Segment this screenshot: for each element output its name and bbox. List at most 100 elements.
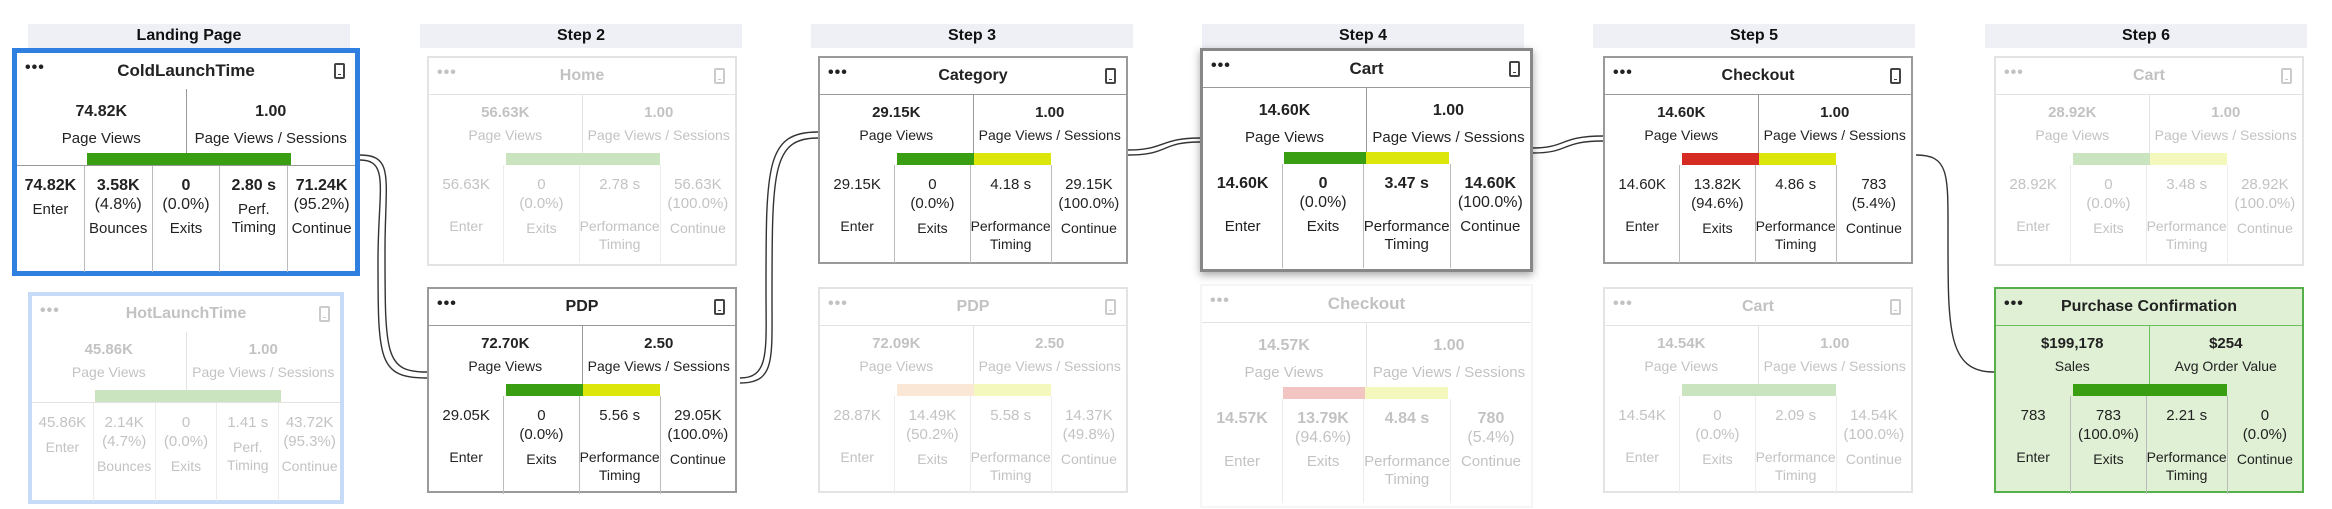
mobile-device-icon — [1105, 299, 1116, 315]
stage-header-step-6: Step 6 — [1985, 24, 2307, 48]
page-views-value: 14.60K — [1657, 104, 1706, 121]
views-per-session-label: Page Views / Sessions — [1372, 129, 1525, 146]
views-per-session-label: Page Views / Sessions — [1763, 127, 1906, 143]
mobile-device-icon — [334, 63, 345, 79]
stage-header-step-4: Step 4 — [1202, 24, 1524, 48]
avg-order-value: $254 — [2209, 335, 2243, 352]
funnel-card-checkout[interactable]: ••• Checkout 14.60K Page Views 1.00 Page V… — [1603, 56, 1913, 264]
page-views-value: 29.15K — [872, 104, 921, 121]
page-views-label: Page Views — [1644, 127, 1719, 143]
card-menu-button[interactable]: ••• — [2004, 64, 2024, 81]
metric-exits: 0 (0.0%) Exits — [151, 166, 220, 272]
metric-exits: 783 (100.0%) Exits — [2070, 396, 2145, 494]
views-per-session-label: Page Views / Sessions — [194, 130, 347, 147]
metrics-color-bar — [429, 153, 735, 165]
metric-perf-timing: 2.80 s Perf. Timing — [219, 166, 287, 272]
sales-value: $199,178 — [2040, 335, 2104, 352]
metric-exits: 0 (0.0%) Exits — [1282, 164, 1362, 268]
metric-performance-timing: 3.47 s Performance Timing — [1362, 164, 1450, 268]
metric-continue: 71.24K (95.2%) Continue — [287, 166, 355, 272]
mobile-device-icon — [714, 299, 725, 315]
metric-continue: 783 (5.4%) Continue — [1835, 165, 1911, 263]
page-views-label: Page Views — [859, 127, 934, 143]
card-title: HotLaunchTime — [125, 305, 247, 322]
metrics-row: 74.82K Enter 3.58K (4.8%) Bounces 0 (0.0%) Ex… — [17, 165, 355, 272]
card-title: Cart — [1741, 298, 1774, 315]
card-title: Home — [559, 67, 605, 84]
metrics-row: 29.05K Enter 0 (0.0%) Exits 5.56 s Performan… — [429, 396, 735, 494]
card-title: Cart — [1349, 59, 1384, 78]
card-title: ColdLaunchTime — [117, 61, 255, 80]
funnel-card-category[interactable]: ••• Category 29.15K Page Views 1.00 Page V… — [818, 56, 1128, 264]
metrics-color-bar — [17, 153, 355, 165]
funnel-card-cart-step6[interactable]: ••• Cart 28.92K Page Views 1.00 Page Views… — [1994, 56, 2304, 266]
metric-performance-timing: 4.18 s Performance Timing — [969, 165, 1051, 263]
metric-enter: 74.82K Enter — [24, 177, 77, 218]
page-views-label: Page Views — [71, 364, 146, 380]
stage-header-step-3: Step 3 — [811, 24, 1133, 48]
card-menu-button[interactable]: ••• — [437, 295, 457, 312]
page-views-label: Page Views — [1245, 129, 1324, 146]
metric-enter: 29.05K Enter — [442, 407, 490, 465]
card-menu-button[interactable]: ••• — [828, 64, 848, 81]
page-views-value: 74.82K — [75, 103, 128, 120]
funnel-card-checkout-step4[interactable]: ••• Checkout 14.57K Page Views 1.00 Page V… — [1200, 284, 1533, 508]
stage-header-step-5: Step 5 — [1593, 24, 1915, 48]
metrics-row: 45.86K Enter 2.14K (4.7%) Bounces 0 (0.0%) Ex… — [32, 402, 340, 501]
funnel-card-purchase-confirmation[interactable]: ••• Purchase Confirmation $199,178 Sales … — [1994, 287, 2304, 494]
metrics-color-bar — [820, 153, 1126, 165]
metrics-color-bar — [1202, 387, 1531, 399]
metric-enter: 14.60K Enter — [1216, 175, 1269, 235]
metric-enter: 783 Enter — [2016, 407, 2050, 465]
metrics-color-bar — [32, 390, 340, 402]
metrics-row: 14.60K Enter 13.82K (94.6%) Exits 4.86 s Per… — [1605, 165, 1911, 263]
card-menu-button[interactable]: ••• — [437, 64, 457, 81]
sales-label: Sales — [2054, 358, 2090, 374]
metrics-color-bar — [1605, 384, 1911, 396]
card-menu-button[interactable]: ••• — [1210, 292, 1230, 309]
page-views-value: 72.70K — [481, 335, 530, 352]
card-menu-button[interactable]: ••• — [40, 302, 60, 319]
card-title: Category — [938, 67, 1008, 84]
card-menu-button[interactable]: ••• — [1613, 64, 1633, 81]
views-per-session-value: 2.50 — [644, 335, 674, 352]
metric-performance-timing: 2.21 s Performance Timing — [2145, 396, 2227, 494]
metric-performance-timing: 5.56 s Performance Timing — [578, 396, 660, 494]
card-title: PDP — [565, 298, 599, 315]
metric-continue: 29.05K (100.0%) Continue — [659, 396, 735, 494]
views-per-session-value: 1.00 — [1035, 104, 1065, 121]
page-views-label: Page Views — [468, 358, 543, 374]
funnel-card-hotlaunchtime[interactable]: ••• HotLaunchTime 45.86K Page Views 1.00 P… — [28, 292, 344, 504]
views-per-session-label: Page Views / Sessions — [192, 364, 335, 380]
funnel-card-cart[interactable]: ••• Cart 14.60K Page Views 1.00 Page Views… — [1200, 48, 1533, 272]
card-menu-button[interactable]: ••• — [1211, 57, 1231, 74]
views-per-session-value: 1.00 — [248, 341, 278, 358]
views-per-session-label: Page Views / Sessions — [587, 358, 730, 374]
mobile-device-icon — [2281, 68, 2292, 84]
metrics-row: 783 Enter 783 (100.0%) Exits 2.21 s Performa… — [1996, 396, 2302, 494]
views-per-session-value: 1.00 — [255, 103, 287, 120]
metrics-color-bar — [1605, 153, 1911, 165]
metrics-color-bar — [1996, 384, 2302, 396]
card-title: Checkout — [1721, 67, 1795, 84]
metrics-color-bar — [1996, 153, 2302, 165]
card-menu-button[interactable]: ••• — [1613, 295, 1633, 312]
metric-enter: 29.15K Enter — [833, 176, 881, 234]
funnel-card-pdp[interactable]: ••• PDP 72.70K Page Views 2.50 Page Views … — [427, 287, 737, 494]
funnel-card-pdp-step3[interactable]: ••• PDP 72.09K Page Views 2.50 Page Views … — [818, 287, 1128, 494]
views-per-session-value: 1.00 — [1820, 104, 1850, 121]
card-menu-button[interactable]: ••• — [25, 59, 45, 76]
mobile-device-icon — [714, 68, 725, 84]
card-title: PDP — [956, 298, 990, 315]
views-per-session-label: Page Views / Sessions — [978, 127, 1121, 143]
funnel-card-coldlaunchtime[interactable]: ••• ColdLaunchTime 74.82K Page Views 1.00… — [12, 48, 360, 276]
metric-performance-timing: 4.86 s Performance Timing — [1754, 165, 1836, 263]
card-title: Purchase Confirmation — [2060, 298, 2238, 315]
metric-continue: 0 (0.0%) Continue — [2226, 396, 2302, 494]
card-menu-button[interactable]: ••• — [828, 295, 848, 312]
views-per-session-value: 1.00 — [1432, 102, 1465, 119]
funnel-card-home[interactable]: ••• Home 56.63K Page Views 1.00 Page Views… — [427, 56, 737, 266]
card-menu-button[interactable]: ••• — [2004, 295, 2024, 312]
mobile-device-icon — [319, 306, 330, 322]
funnel-card-cart-step5[interactable]: ••• Cart 14.54K Page Views 1.00 Page Views… — [1603, 287, 1913, 494]
